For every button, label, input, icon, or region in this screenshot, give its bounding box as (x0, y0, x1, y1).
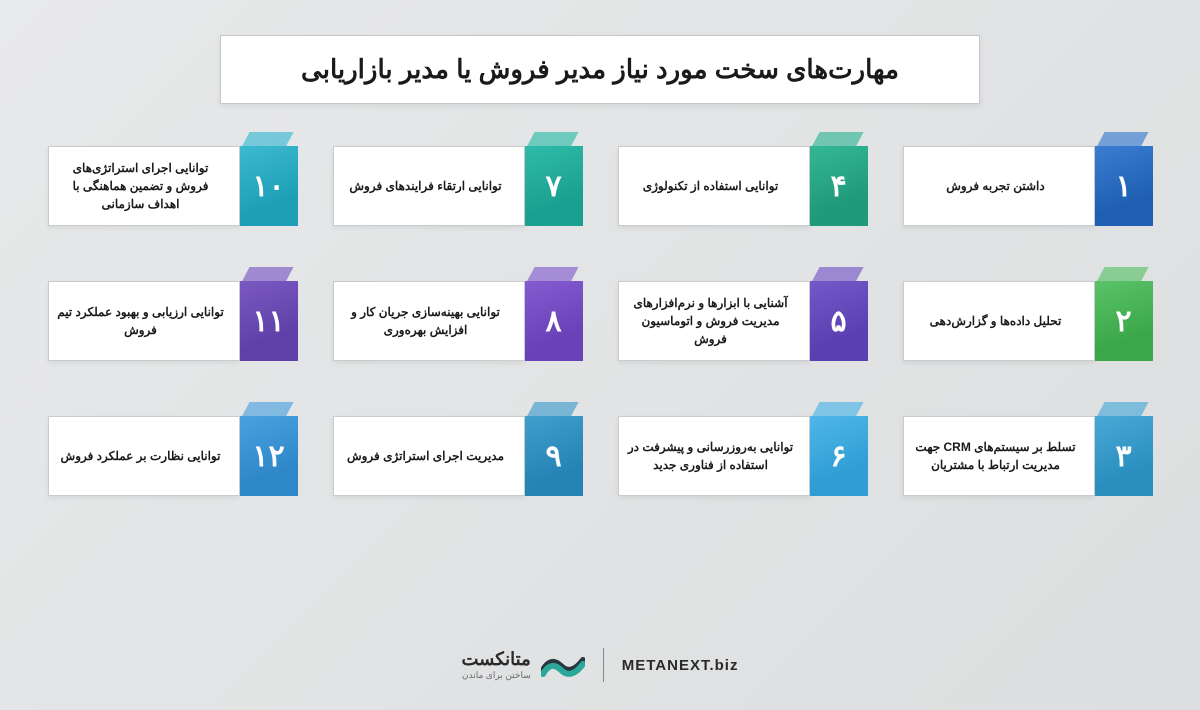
skill-text-box: مدیریت اجرای استراتژی فروش (333, 416, 525, 496)
skill-label: آشنایی با ابزارها و نرم‌افزارهای مدیریت … (627, 294, 795, 348)
logo-text: متانکست ساختن برای ماندن (462, 649, 531, 681)
skill-label: توانایی اجرای استراتژی‌های فروش و تضمین … (57, 159, 225, 213)
number-label: ۷ (525, 146, 583, 226)
skill-text-box: توانایی اجرای استراتژی‌های فروش و تضمین … (48, 146, 240, 226)
number-block: ۱۱ (240, 269, 298, 374)
skill-label: توانایی استفاده از تکنولوژی (643, 177, 779, 195)
skill-card: توانایی استفاده از تکنولوژی ۴ (618, 134, 868, 239)
skill-label: تحلیل داده‌ها و گزارش‌دهی (930, 312, 1062, 330)
skill-label: توانایی بهینه‌سازی جریان کار و افزایش به… (342, 303, 510, 339)
skill-card: داشتن تجربه فروش ۱ (903, 134, 1153, 239)
brand-name: متانکست (462, 649, 531, 670)
number-block: ۱۲ (240, 404, 298, 509)
skill-label: توانایی نظارت بر عملکرد فروش (61, 447, 221, 465)
number-block: ۴ (810, 134, 868, 239)
number-block: ۳ (1095, 404, 1153, 509)
footer-divider (603, 648, 604, 682)
skill-label: تسلط بر سیستم‌های CRM جهت مدیریت ارتباط … (912, 438, 1080, 474)
skill-card: آشنایی با ابزارها و نرم‌افزارهای مدیریت … (618, 269, 868, 374)
number-label: ۱۰ (240, 146, 298, 226)
number-label: ۹ (525, 416, 583, 496)
skill-label: توانایی ارتقاء فرایندهای فروش (349, 177, 501, 195)
number-block: ۹ (525, 404, 583, 509)
number-label: ۸ (525, 281, 583, 361)
number-label: ۱ (1095, 146, 1153, 226)
skill-text-box: توانایی ارزیابی و بهبود عملکرد تیم فروش (48, 281, 240, 361)
footer: متانکست ساختن برای ماندن METANEXT.biz (0, 648, 1200, 682)
skill-card: توانایی ارتقاء فرایندهای فروش ۷ (333, 134, 583, 239)
skill-card: تسلط بر سیستم‌های CRM جهت مدیریت ارتباط … (903, 404, 1153, 509)
skill-text-box: آشنایی با ابزارها و نرم‌افزارهای مدیریت … (618, 281, 810, 361)
number-label: ۵ (810, 281, 868, 361)
skill-text-box: داشتن تجربه فروش (903, 146, 1095, 226)
logo-group: متانکست ساختن برای ماندن (462, 649, 585, 681)
title-container: مهارت‌های سخت مورد نیاز مدیر فروش یا مدی… (220, 35, 980, 104)
skill-text-box: توانایی نظارت بر عملکرد فروش (48, 416, 240, 496)
skill-text-box: تسلط بر سیستم‌های CRM جهت مدیریت ارتباط … (903, 416, 1095, 496)
number-block: ۵ (810, 269, 868, 374)
number-label: ۶ (810, 416, 868, 496)
skills-grid: داشتن تجربه فروش ۱ توانایی استفاده از تکنو… (48, 134, 1153, 509)
skill-label: داشتن تجربه فروش (946, 177, 1044, 195)
skill-text-box: توانایی بهینه‌سازی جریان کار و افزایش به… (333, 281, 525, 361)
skill-card: مدیریت اجرای استراتژی فروش ۹ (333, 404, 583, 509)
number-block: ۸ (525, 269, 583, 374)
logo-icon (541, 650, 585, 680)
number-label: ۳ (1095, 416, 1153, 496)
skill-label: توانایی به‌روزرسانی و پیشرفت در استفاده … (627, 438, 795, 474)
number-label: ۲ (1095, 281, 1153, 361)
skill-text-box: توانایی به‌روزرسانی و پیشرفت در استفاده … (618, 416, 810, 496)
skill-text-box: توانایی ارتقاء فرایندهای فروش (333, 146, 525, 226)
skill-text-box: توانایی استفاده از تکنولوژی (618, 146, 810, 226)
skill-card: توانایی به‌روزرسانی و پیشرفت در استفاده … (618, 404, 868, 509)
skill-label: توانایی ارزیابی و بهبود عملکرد تیم فروش (57, 303, 225, 339)
number-block: ۶ (810, 404, 868, 509)
skill-label: مدیریت اجرای استراتژی فروش (347, 447, 504, 465)
number-label: ۴ (810, 146, 868, 226)
number-label: ۱۱ (240, 281, 298, 361)
skill-card: تحلیل داده‌ها و گزارش‌دهی ۲ (903, 269, 1153, 374)
number-block: ۲ (1095, 269, 1153, 374)
footer-url: METANEXT.biz (622, 657, 739, 674)
skill-card: توانایی بهینه‌سازی جریان کار و افزایش به… (333, 269, 583, 374)
skill-card: توانایی اجرای استراتژی‌های فروش و تضمین … (48, 134, 298, 239)
skill-card: توانایی ارزیابی و بهبود عملکرد تیم فروش ۱… (48, 269, 298, 374)
skill-card: توانایی نظارت بر عملکرد فروش ۱۲ (48, 404, 298, 509)
number-block: ۱ (1095, 134, 1153, 239)
number-block: ۱۰ (240, 134, 298, 239)
skill-text-box: تحلیل داده‌ها و گزارش‌دهی (903, 281, 1095, 361)
brand-tagline: ساختن برای ماندن (462, 670, 531, 681)
number-label: ۱۲ (240, 416, 298, 496)
number-block: ۷ (525, 134, 583, 239)
main-title: مهارت‌های سخت مورد نیاز مدیر فروش یا مدی… (241, 54, 959, 85)
